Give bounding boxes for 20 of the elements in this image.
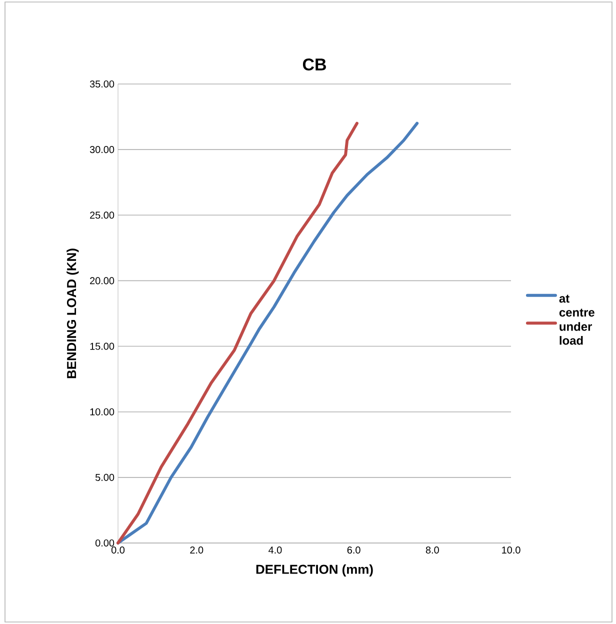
line-series <box>116 122 419 544</box>
y-axis-title: BENDING LOAD (KN) <box>66 248 79 378</box>
x-tick-label: 2.0 <box>190 546 204 554</box>
x-tick-label: 10.0 <box>502 546 520 554</box>
y-tick-label: 35.00 <box>90 80 114 88</box>
x-tick-label: 0.0 <box>111 546 125 554</box>
chart-title: CB <box>302 58 326 71</box>
x-tick-label: 8.0 <box>426 546 439 554</box>
x-tick-label: 6.0 <box>347 546 360 554</box>
y-tick-label: 30.00 <box>90 146 114 154</box>
y-tick-label: 20.00 <box>90 277 114 284</box>
y-tick-label: 25.00 <box>90 212 114 219</box>
x-tick-label: 4.0 <box>268 546 282 554</box>
y-tick-label: 5.00 <box>95 474 114 481</box>
line-series <box>116 122 358 544</box>
y-tick-label: 15.00 <box>90 342 114 350</box>
y-tick-label: 10.00 <box>90 408 114 416</box>
x-axis-title: DEFLECTION (mm) <box>256 564 373 576</box>
y-tick-label: 0.00 <box>95 539 114 547</box>
legend-label: under load <box>560 322 592 345</box>
